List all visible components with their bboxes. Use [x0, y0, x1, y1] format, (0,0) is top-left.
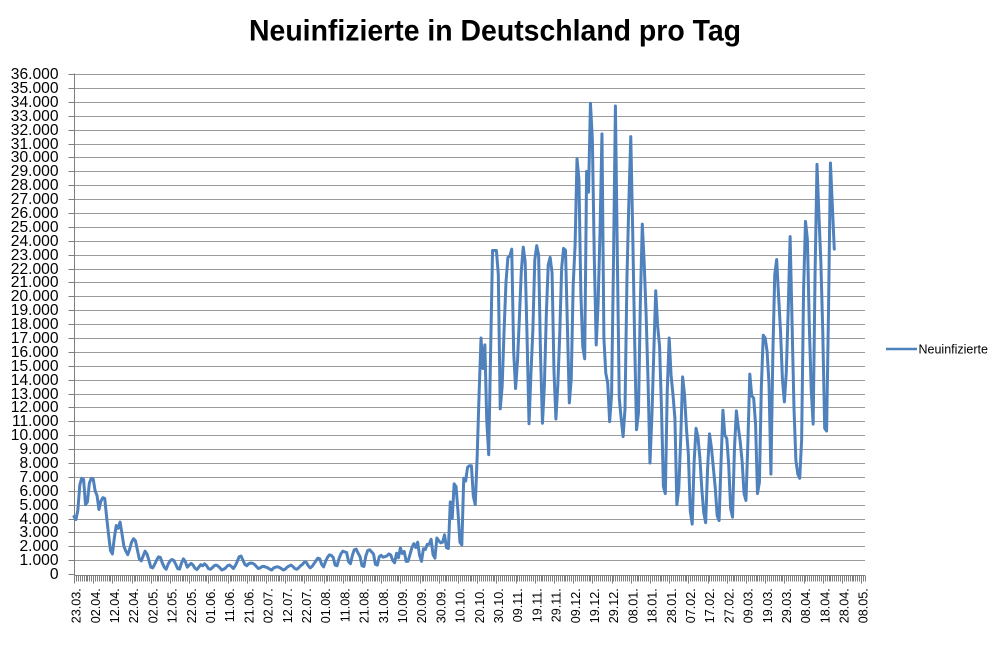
- svg-text:12.04.: 12.04.: [108, 588, 122, 623]
- svg-text:28.04.: 28.04.: [838, 588, 852, 623]
- svg-text:20.09.: 20.09.: [415, 588, 429, 623]
- svg-text:22.05.: 22.05.: [185, 588, 199, 623]
- svg-text:21.06.: 21.06.: [242, 588, 256, 623]
- svg-text:6.000: 6.000: [19, 483, 58, 500]
- svg-text:01.06.: 01.06.: [204, 588, 218, 623]
- svg-text:18.01.: 18.01.: [646, 588, 660, 623]
- svg-text:4.000: 4.000: [19, 511, 58, 528]
- svg-text:09.12.: 09.12.: [569, 588, 583, 623]
- svg-text:09.03.: 09.03.: [742, 588, 756, 623]
- svg-text:16.000: 16.000: [11, 344, 59, 361]
- svg-text:8.000: 8.000: [19, 455, 58, 472]
- svg-text:29.12.: 29.12.: [607, 588, 621, 623]
- svg-text:07.02.: 07.02.: [684, 588, 698, 623]
- svg-text:11.08.: 11.08.: [338, 588, 352, 622]
- svg-text:27.000: 27.000: [11, 191, 59, 208]
- svg-text:26.000: 26.000: [11, 205, 59, 222]
- svg-text:28.000: 28.000: [11, 177, 59, 194]
- svg-text:29.000: 29.000: [11, 163, 59, 180]
- svg-text:21.08.: 21.08.: [358, 588, 372, 623]
- svg-text:23.03.: 23.03.: [70, 588, 84, 623]
- svg-text:22.07.: 22.07.: [300, 588, 314, 623]
- svg-text:1.000: 1.000: [19, 552, 58, 569]
- svg-text:17.02.: 17.02.: [703, 588, 717, 623]
- svg-text:7.000: 7.000: [19, 469, 58, 486]
- svg-text:12.000: 12.000: [11, 399, 59, 416]
- svg-text:21.000: 21.000: [11, 274, 59, 291]
- svg-text:30.000: 30.000: [11, 149, 59, 166]
- svg-text:5.000: 5.000: [19, 497, 58, 514]
- svg-text:11.06.: 11.06.: [223, 588, 237, 622]
- svg-text:08.05.: 08.05.: [857, 588, 871, 623]
- svg-text:20.000: 20.000: [11, 288, 59, 305]
- svg-text:31.000: 31.000: [11, 136, 59, 153]
- svg-text:32.000: 32.000: [11, 122, 59, 139]
- svg-text:17.000: 17.000: [11, 330, 59, 347]
- svg-text:18.000: 18.000: [11, 316, 59, 333]
- svg-text:23.000: 23.000: [11, 247, 59, 264]
- svg-text:19.12.: 19.12.: [588, 588, 602, 623]
- svg-text:34.000: 34.000: [11, 94, 59, 111]
- svg-text:30.09.: 30.09.: [434, 588, 448, 623]
- svg-text:22.000: 22.000: [11, 261, 59, 278]
- svg-text:14.000: 14.000: [11, 372, 59, 389]
- svg-text:02.07.: 02.07.: [262, 588, 276, 623]
- svg-text:10.10.: 10.10.: [454, 588, 468, 623]
- svg-text:02.05.: 02.05.: [146, 588, 160, 623]
- svg-text:29.03.: 29.03.: [780, 588, 794, 623]
- svg-text:12.05.: 12.05.: [166, 588, 180, 623]
- svg-text:20.10.: 20.10.: [473, 588, 487, 623]
- svg-text:Neuinfizierte in Deutschland p: Neuinfizierte in Deutschland pro Tag: [249, 15, 741, 48]
- svg-text:19.11.: 19.11.: [530, 588, 544, 622]
- svg-text:08.01.: 08.01.: [626, 588, 640, 623]
- svg-text:11.000: 11.000: [12, 413, 59, 430]
- svg-text:0: 0: [50, 566, 59, 583]
- svg-text:30.10.: 30.10.: [492, 588, 506, 623]
- svg-text:22.04.: 22.04.: [127, 588, 141, 623]
- svg-text:29.11.: 29.11.: [550, 588, 564, 622]
- svg-text:15.000: 15.000: [11, 358, 59, 375]
- svg-text:18.04.: 18.04.: [818, 588, 832, 623]
- svg-text:9.000: 9.000: [19, 441, 58, 458]
- svg-text:10.09.: 10.09.: [396, 588, 410, 623]
- svg-text:12.07.: 12.07.: [281, 588, 295, 623]
- svg-text:19.000: 19.000: [11, 302, 59, 319]
- svg-text:24.000: 24.000: [11, 233, 59, 250]
- svg-text:28.01.: 28.01.: [665, 588, 679, 623]
- svg-text:35.000: 35.000: [11, 80, 59, 97]
- svg-text:13.000: 13.000: [11, 386, 59, 403]
- svg-text:33.000: 33.000: [11, 108, 59, 125]
- svg-text:3.000: 3.000: [19, 524, 58, 541]
- svg-text:36.000: 36.000: [11, 66, 59, 83]
- svg-text:09.11.: 09.11.: [511, 588, 525, 622]
- svg-text:31.08.: 31.08.: [377, 588, 391, 623]
- svg-text:01.08.: 01.08.: [319, 588, 333, 623]
- svg-text:08.04.: 08.04.: [799, 588, 813, 623]
- svg-text:2.000: 2.000: [19, 538, 58, 555]
- svg-text:Neuinfizierte: Neuinfizierte: [919, 343, 989, 357]
- svg-text:10.000: 10.000: [11, 427, 59, 444]
- svg-text:27.02.: 27.02.: [722, 588, 736, 623]
- svg-text:02.04.: 02.04.: [89, 588, 103, 623]
- svg-text:25.000: 25.000: [11, 219, 59, 236]
- svg-text:19.03.: 19.03.: [761, 588, 775, 623]
